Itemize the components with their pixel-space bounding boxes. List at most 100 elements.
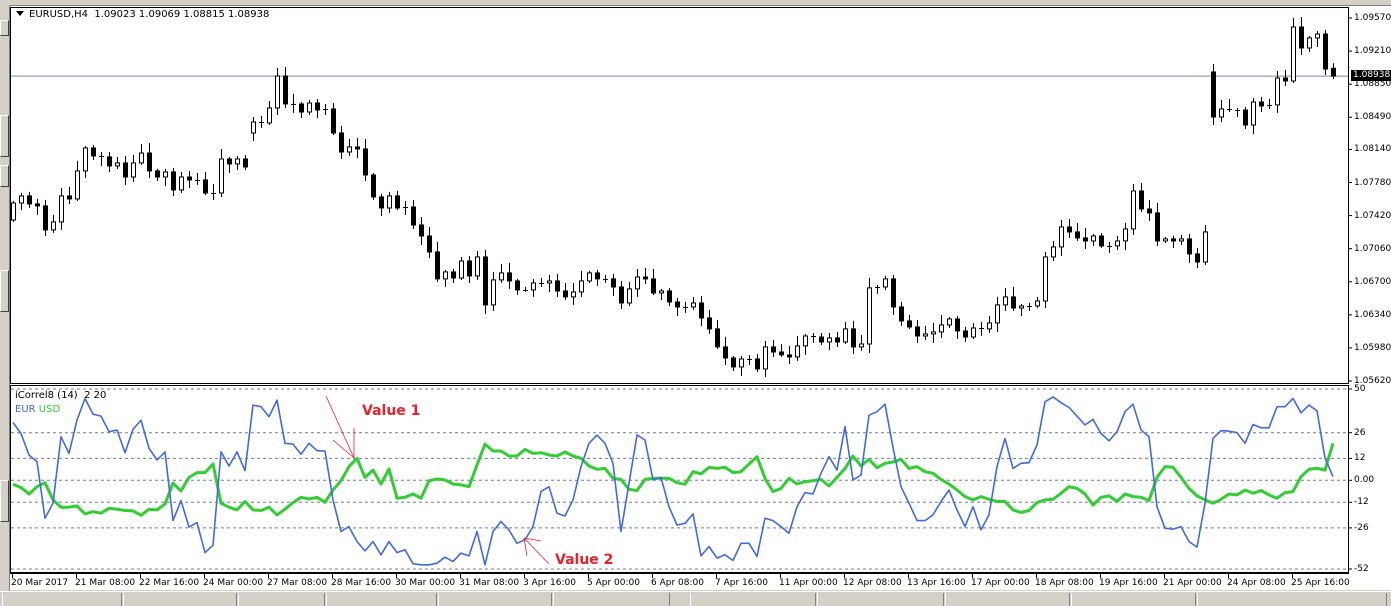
candle-body [995,304,1000,324]
time-axis-label: 30 Mar 00:00 [395,578,456,588]
price-axis-label: 1.08140 [1354,144,1391,155]
candle [539,277,544,287]
candle [963,326,968,342]
candle-body [107,156,112,167]
chart-tab[interactable] [238,593,325,606]
candle [139,144,144,165]
candle [83,145,88,178]
candle [179,171,184,193]
candle [491,271,496,311]
candle [211,183,216,200]
annotation-arrow-1 [332,439,355,459]
candle [891,274,896,315]
candle [315,99,320,118]
chart-tab[interactable] [2,593,122,606]
candle-body [355,146,360,150]
candle [795,335,800,361]
panel-button[interactable] [0,115,9,157]
chart-tab[interactable] [438,593,552,606]
candle-body [411,206,416,226]
candle [1267,98,1272,109]
candle-body [507,272,512,282]
candle-body [51,221,56,231]
candle [35,198,40,215]
chart-tab[interactable] [1071,593,1196,606]
chart-tab[interactable] [817,593,944,606]
panel-button[interactable] [0,165,9,187]
candle [459,256,464,280]
candle [1083,227,1088,249]
candle-body [611,278,616,288]
candle-body [971,327,976,338]
candle [75,160,80,201]
candle [1187,233,1192,263]
candle [147,143,152,178]
price-axis-label: 1.07060 [1354,243,1391,254]
candle-body [1179,238,1184,242]
candle [827,332,832,350]
dropdown-triangle-icon[interactable] [16,11,24,16]
candle-body [1099,235,1104,247]
candle-body [1155,212,1160,242]
candle [1011,286,1016,311]
candle-body [1259,101,1264,107]
annotation-value-1: Value 1 [362,403,421,419]
chart-canvas[interactable] [0,0,1391,590]
candle [715,319,720,349]
candle-body [1147,208,1152,214]
chart-tab[interactable] [326,593,437,606]
candle-body [499,272,504,281]
candle [243,154,248,170]
candle-body [1275,77,1280,106]
candle [787,345,792,364]
candle [235,155,240,170]
candle [11,200,16,222]
chart-tab[interactable] [690,593,816,606]
candle-body [1331,67,1336,77]
candle [403,200,408,215]
candle-body [331,108,336,134]
candle-body [451,271,456,279]
candle [947,316,952,328]
candle [1123,222,1128,250]
chart-tab[interactable] [123,593,237,606]
candle-body [635,276,640,290]
candle [1275,71,1280,113]
candle [731,355,736,371]
candle-body [667,290,672,303]
candle-body [859,343,864,348]
panel-button[interactable] [0,270,9,312]
candle [395,190,400,210]
candle [515,278,520,295]
candle [1211,63,1216,125]
candle-body [531,282,536,291]
indicator-axis-label: -26 [1354,522,1369,533]
candle [643,267,648,284]
candle [1227,98,1232,112]
candle-body [1115,240,1120,247]
candle [499,263,504,283]
chart-tab[interactable] [1197,593,1387,606]
panel-button[interactable] [0,480,9,522]
candle [579,270,584,297]
candle [451,268,456,283]
chart-tab[interactable] [553,593,670,606]
candle [251,116,256,141]
candle [1043,251,1048,308]
candle [571,282,576,305]
candle [1283,70,1288,86]
panel-button[interactable] [0,20,9,36]
candle-body [395,195,400,209]
indicator-axis-label: 12 [1354,453,1366,464]
candle [483,249,488,314]
candle [155,168,160,181]
candle [363,138,368,181]
candle-body [219,158,224,194]
window-top-bar [9,0,1391,6]
candle [883,275,888,290]
chart-tab[interactable] [945,593,1070,606]
candle [1099,232,1104,248]
candle-body [43,205,48,231]
bottom-tab-bar [0,591,1391,606]
candle [979,321,984,336]
